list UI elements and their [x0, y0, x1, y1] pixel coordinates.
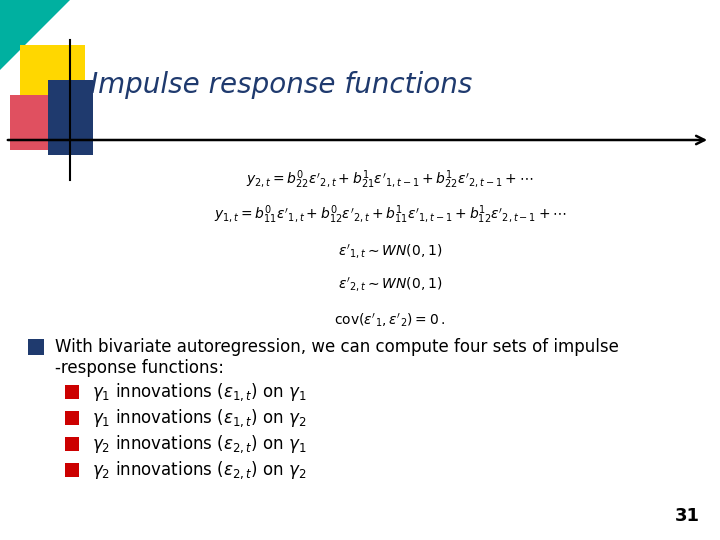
Bar	[10, 95, 65, 150]
Text: $\gamma_1$ innovations $(\varepsilon_{1,t})$ on $\gamma_2$: $\gamma_1$ innovations $(\varepsilon_{1,…	[92, 407, 307, 429]
Text: $y_{2,t} = b_{22}^{0}\varepsilon'_{2,t} + b_{21}^{1}\varepsilon'_{1,t-1} + b_{22: $y_{2,t} = b_{22}^{0}\varepsilon'_{2,t} …	[246, 168, 534, 191]
Bar	[65, 437, 79, 451]
Polygon shape	[0, 0, 70, 70]
Text: $\gamma_2$ innovations $(\varepsilon_{2,t})$ on $\gamma_1$: $\gamma_2$ innovations $(\varepsilon_{2,…	[92, 433, 307, 455]
Text: -response functions:: -response functions:	[55, 359, 224, 377]
Text: $y_{1,t} = b_{11}^{0}\varepsilon'_{1,t} + b_{12}^{0}\varepsilon'_{2,t} + b_{11}^: $y_{1,t} = b_{11}^{0}\varepsilon'_{1,t} …	[214, 204, 567, 226]
Text: $\gamma_2$ innovations $(\varepsilon_{2,t})$ on $\gamma_2$: $\gamma_2$ innovations $(\varepsilon_{2,…	[92, 459, 307, 481]
Text: 31: 31	[675, 507, 700, 525]
Bar	[28, 339, 44, 355]
Bar	[65, 411, 79, 425]
Text: $\varepsilon'_{2,t} \sim WN(0, 1)$: $\varepsilon'_{2,t} \sim WN(0, 1)$	[338, 276, 442, 294]
Text: $\gamma_1$ innovations $(\varepsilon_{1,t})$ on $\gamma_1$: $\gamma_1$ innovations $(\varepsilon_{1,…	[92, 381, 307, 403]
Text: $\mathrm{cov}(\varepsilon'_1, \varepsilon'_2) = 0\,.$: $\mathrm{cov}(\varepsilon'_1, \varepsilo…	[334, 311, 446, 329]
Bar	[20, 45, 85, 110]
Text: Impulse response functions: Impulse response functions	[90, 71, 472, 99]
Bar	[65, 463, 79, 477]
Text: $\varepsilon'_{1,t} \sim WN(0, 1)$: $\varepsilon'_{1,t} \sim WN(0, 1)$	[338, 243, 442, 261]
Bar	[65, 385, 79, 399]
Bar	[48, 80, 93, 155]
Text: With bivariate autoregression, we can compute four sets of impulse: With bivariate autoregression, we can co…	[55, 338, 619, 356]
